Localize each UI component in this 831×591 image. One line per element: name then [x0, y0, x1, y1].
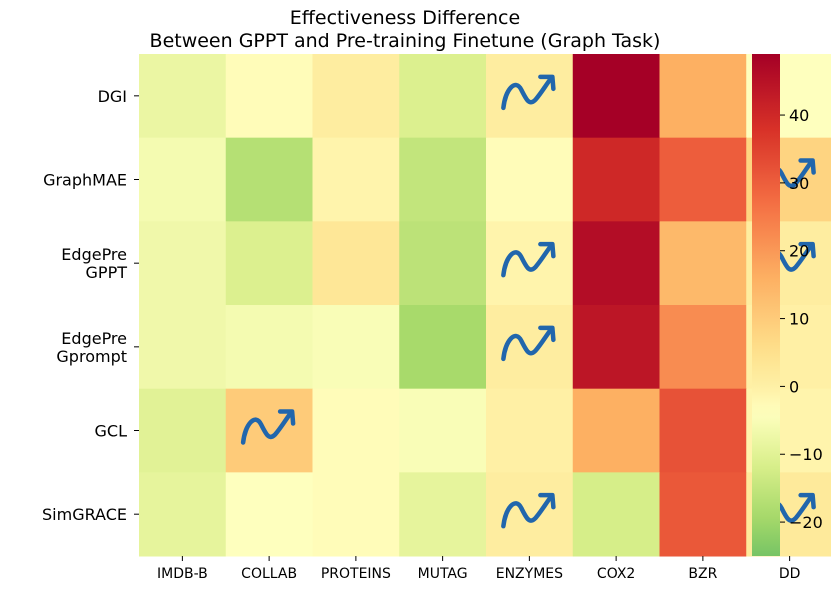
heatmap-cell-r4-c2	[312, 388, 400, 473]
y-tick-label: EdgePre	[61, 329, 127, 348]
heatmap-cell-r1-c1	[225, 137, 313, 222]
heatmap-cell-r5-c6	[659, 472, 747, 557]
colorbar-tick-label: 0	[789, 377, 799, 396]
heatmap-cell-r0-c4	[486, 54, 574, 139]
colorbar-tick-label: 10	[789, 310, 809, 329]
x-tick-label: ENZYMES	[496, 566, 563, 582]
x-tick-label: IMDB-B	[157, 566, 208, 582]
heatmap-cell-r2-c6	[659, 221, 747, 306]
colorbar-tick-label: −10	[789, 445, 823, 464]
heatmap-cell-r3-c1	[225, 305, 313, 390]
heatmap-cell-r5-c3	[399, 472, 487, 557]
x-tick-label: DD	[779, 566, 801, 582]
colorbar-tick-label: −20	[789, 513, 823, 532]
heatmap-cell-r0-c0	[139, 54, 227, 139]
heatmap-cell-r4-c5	[572, 388, 660, 473]
heatmap-cell-r4-c4	[486, 388, 574, 473]
heatmap-cell-r5-c0	[139, 472, 227, 557]
heatmap-cell-r2-c0	[139, 221, 227, 306]
heatmap-cell-r0-c2	[312, 54, 400, 139]
heatmap-cell-r4-c3	[399, 388, 487, 473]
heatmap-cell-r3-c0	[139, 305, 227, 390]
x-tick-label: BZR	[688, 566, 717, 582]
colorbar	[752, 54, 780, 556]
heatmap-cell-r1-c6	[659, 137, 747, 222]
colorbar-ticks: −20 −10 0 10 20 30 40	[780, 106, 823, 532]
heatmap-cell-r1-c2	[312, 137, 400, 222]
colorbar-tick-label: 30	[789, 174, 809, 193]
x-tick-label: PROTEINS	[321, 566, 391, 582]
colorbar-tick-label: 20	[789, 242, 809, 261]
y-tick-label: Gprompt	[56, 347, 127, 366]
heatmap-cell-r3-c6	[659, 305, 747, 390]
heatmap-cell-r5-c5	[572, 472, 660, 557]
heatmap-cell-r0-c5	[572, 54, 660, 139]
x-tick-label: MUTAG	[418, 566, 468, 582]
y-tick-label: GraphMAE	[43, 171, 127, 190]
trend-arrow-4	[501, 325, 556, 362]
heatmap-cell-r0-c3	[399, 54, 487, 139]
heatmap-cell-r4-c0	[139, 388, 227, 473]
heatmap-cell-r3-c5	[572, 305, 660, 390]
y-tick-label: EdgePre	[61, 245, 127, 264]
y-tick-label: GPPT	[86, 263, 128, 282]
y-tick-label: SimGRACE	[42, 505, 127, 524]
heatmap-cell-r3-c4	[486, 305, 574, 390]
heatmap-cell-r2-c3	[399, 221, 487, 306]
y-tick-label: GCL	[95, 422, 128, 441]
heatmap-cell-r3-c2	[312, 305, 400, 390]
y-tick-label: DGI	[98, 87, 127, 106]
heatmap-cell-r4-c6	[659, 388, 747, 473]
x-tick-label: COLLAB	[241, 566, 297, 582]
heatmap-cell-r2-c2	[312, 221, 400, 306]
heatmap-cell-r1-c5	[572, 137, 660, 222]
heatmap-cell-r2-c4	[486, 221, 574, 306]
heatmap-cell-r1-c0	[139, 137, 227, 222]
heatmap-cell-r2-c1	[225, 221, 313, 306]
heatmap-cell-r0-c1	[225, 54, 313, 139]
trend-arrow-0	[501, 74, 556, 111]
heatmap-cell-r2-c5	[572, 221, 660, 306]
chart-title-line-2: Between GPPT and Pre-training Finetune (…	[150, 30, 661, 52]
chart-title-line-1: Effectiveness Difference	[290, 7, 520, 29]
heatmap-cell-r5-c4	[486, 472, 574, 557]
trend-arrow-6	[501, 492, 556, 529]
x-tick-label: COX2	[597, 566, 635, 582]
heatmap-cell-r1-c4	[486, 137, 574, 222]
trend-arrow-2	[501, 241, 556, 278]
heatmap-cell-r0-c6	[659, 54, 747, 139]
trend-arrow-5	[240, 409, 296, 445]
heatmap-cells	[139, 54, 831, 557]
colorbar-tick-label: 40	[789, 106, 809, 125]
y-axis-labels: DGIGraphMAEEdgePreGPPTEdgePreGpromptGCLS…	[42, 87, 139, 524]
heatmap-cell-r1-c3	[399, 137, 487, 222]
heatmap-cell-r3-c3	[399, 305, 487, 390]
heatmap-cell-r5-c1	[225, 472, 313, 557]
x-axis-labels: IMDB-B COLLAB PROTEINS MUTAG ENZYMES COX2 BZR D…	[157, 556, 800, 582]
heatmap-cell-r5-c2	[312, 472, 400, 557]
heatmap-cell-r4-c1	[225, 388, 313, 473]
